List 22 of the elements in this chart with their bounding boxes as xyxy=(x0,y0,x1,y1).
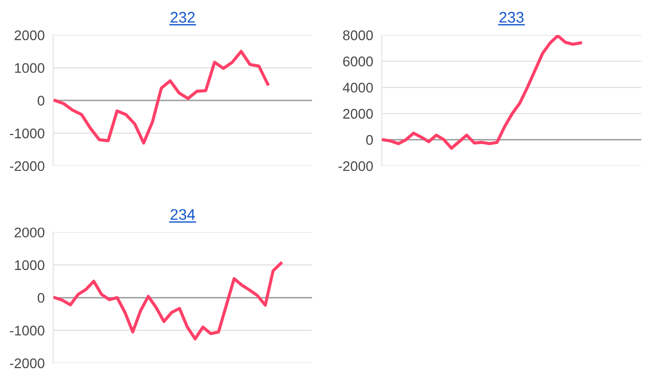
y-tick-label: 2000 xyxy=(14,228,44,238)
y-tick-label: 2000 xyxy=(14,30,44,40)
y-tick-label: 6000 xyxy=(343,56,373,66)
y-tick-label: 0 xyxy=(38,292,44,303)
chart-title: 234 xyxy=(170,209,195,220)
y-tick-label: 2000 xyxy=(343,108,373,119)
y-tick-label: 8000 xyxy=(343,30,373,40)
line-series xyxy=(53,50,270,145)
chart-title: 233 xyxy=(500,12,524,23)
line-series xyxy=(53,262,282,340)
y-tick-label: -2000 xyxy=(338,161,373,172)
y-tick-label: -2000 xyxy=(10,161,44,172)
y-tick-label: 1000 xyxy=(15,260,44,270)
y-tick-label: -2000 xyxy=(10,358,44,368)
y-tick-label: 0 xyxy=(38,96,44,106)
y-tick-label: 4000 xyxy=(342,82,373,93)
y-tick-label: -1000 xyxy=(10,128,44,138)
y-tick-label: 0 xyxy=(366,135,373,145)
line-series xyxy=(382,35,582,150)
y-tick-label: 1000 xyxy=(15,63,44,73)
y-tick-label: -1000 xyxy=(10,326,44,336)
chart-title: 232 xyxy=(170,12,195,23)
